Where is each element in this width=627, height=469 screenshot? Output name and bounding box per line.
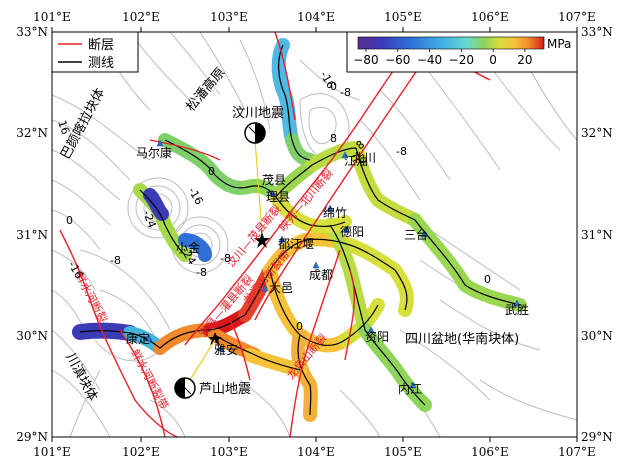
contour-label: -8: [110, 254, 121, 267]
bottom-tick-101: 101°E: [33, 445, 71, 459]
colorbar-tick-label: −20: [449, 53, 474, 67]
right-tick-31: 31°N: [581, 228, 613, 242]
top-tick-104: 104°E: [297, 10, 335, 24]
left-tick-29: 29°N: [16, 430, 48, 444]
contour-label: 0: [208, 165, 215, 178]
contour-label: 0: [484, 273, 491, 286]
top-tick-107: 107°E: [558, 10, 596, 24]
bottom-tick-104: 104°E: [297, 445, 335, 459]
city-ziyang: 资阳: [365, 330, 389, 344]
colorbar-tick-label: 20: [517, 53, 532, 67]
epicenter-stars: [208, 232, 270, 345]
right-axis-labels: 33°N 32°N 31°N 30°N 29°N: [581, 25, 613, 444]
left-tick-31: 31°N: [16, 228, 48, 242]
contour-label: 0: [66, 214, 73, 227]
bottom-tick-106: 106°E: [471, 445, 509, 459]
colorbar-tick-label: −80: [353, 53, 378, 67]
bottom-axis-labels: 101°E 102°E 103°E 104°E 105°E 106°E 107°…: [33, 445, 596, 459]
city-lixian: 理县: [266, 190, 290, 204]
contour-label: -8: [340, 86, 351, 99]
colorbar-tick-label: −40: [417, 53, 442, 67]
city-labels: 马尔康 茂县 江油 理县 绵竹 德阳 都江堰 小金 成都 大邑 康定 雅安 资阳…: [126, 145, 529, 396]
bottom-tick-103: 103°E: [210, 445, 248, 459]
contour-label: 8: [330, 132, 337, 145]
city-maoxian: 茂县: [262, 173, 286, 187]
colorbar: MPa −80 −60 −40 −20 0 20: [346, 31, 578, 73]
right-tick-29: 29°N: [581, 430, 613, 444]
top-tick-101: 101°E: [33, 10, 71, 24]
faults: [59, 32, 491, 437]
earthquake-lushan: 芦山地震: [174, 377, 251, 399]
wenchuan-label: 汶川地震: [232, 105, 284, 121]
city-yaan: 雅安: [214, 342, 238, 357]
city-chengdu: 成都: [309, 268, 333, 282]
top-tick-103: 103°E: [210, 10, 248, 24]
city-jiangyou: 江油: [344, 154, 368, 168]
bottom-tick-105: 105°E: [384, 445, 422, 459]
city-xiaojin: 小金: [176, 240, 200, 255]
top-tick-102: 102°E: [122, 10, 160, 24]
region-sichuan-basin: 四川盆地(华南块体): [405, 331, 519, 347]
survey-line-centers: [79, 44, 521, 416]
colorbar-unit: MPa: [547, 37, 571, 51]
left-tick-30: 30°N: [16, 329, 48, 343]
city-deyang: 德阳: [340, 224, 364, 239]
contour-label: 0: [330, 80, 337, 93]
city-dujiangyan: 都江堰: [278, 237, 314, 251]
contour-label: -8: [220, 252, 231, 265]
contour-label: -8: [196, 266, 207, 279]
contour-label: 16: [55, 119, 72, 137]
lushan-label: 芦山地震: [199, 382, 251, 397]
city-beichuan: 北川: [352, 151, 376, 165]
bottom-tick-107: 107°E: [558, 445, 596, 459]
axis-ticks: [51, 27, 578, 442]
city-wusheng: 武胜: [505, 302, 529, 317]
top-tick-106: 106°E: [471, 10, 509, 24]
right-tick-32: 32°N: [581, 126, 613, 140]
stress-contours: [52, 32, 577, 437]
city-dayi: 大邑: [269, 281, 293, 295]
line-legend: 断层 测线: [51, 31, 139, 73]
city-neijiang: 内江: [398, 382, 422, 396]
survey-legend-label: 测线: [88, 56, 114, 71]
right-tick-30: 30°N: [581, 329, 613, 343]
city-mianzhu: 绵竹: [323, 206, 347, 220]
fault-legend-label: 断层: [88, 38, 114, 53]
top-tick-105: 105°E: [384, 10, 422, 24]
left-tick-32: 32°N: [16, 126, 48, 140]
left-axis-labels: 33°N 32°N 31°N 30°N 29°N: [16, 25, 48, 444]
contour-label: -8: [396, 145, 407, 158]
bottom-tick-102: 102°E: [122, 445, 160, 459]
city-kangding: 康定: [126, 331, 150, 346]
contour-label: -24: [140, 209, 158, 230]
colorbar-tick-label: −60: [385, 53, 410, 67]
contour-label: 0: [296, 320, 303, 333]
city-markers: [145, 139, 521, 389]
right-tick-33: 33°N: [581, 25, 613, 39]
top-axis-labels: 101°E 102°E 103°E 104°E 105°E 106°E 107°…: [33, 10, 596, 24]
earthquake-wenchuan: 汶川地震: [232, 105, 284, 144]
colorbar-gradient: [357, 36, 545, 50]
city-maerkang: 马尔康: [136, 145, 172, 160]
city-santai: 三台: [404, 227, 428, 242]
left-tick-33: 33°N: [16, 25, 48, 39]
colorbar-tick-label: 0: [489, 53, 497, 67]
